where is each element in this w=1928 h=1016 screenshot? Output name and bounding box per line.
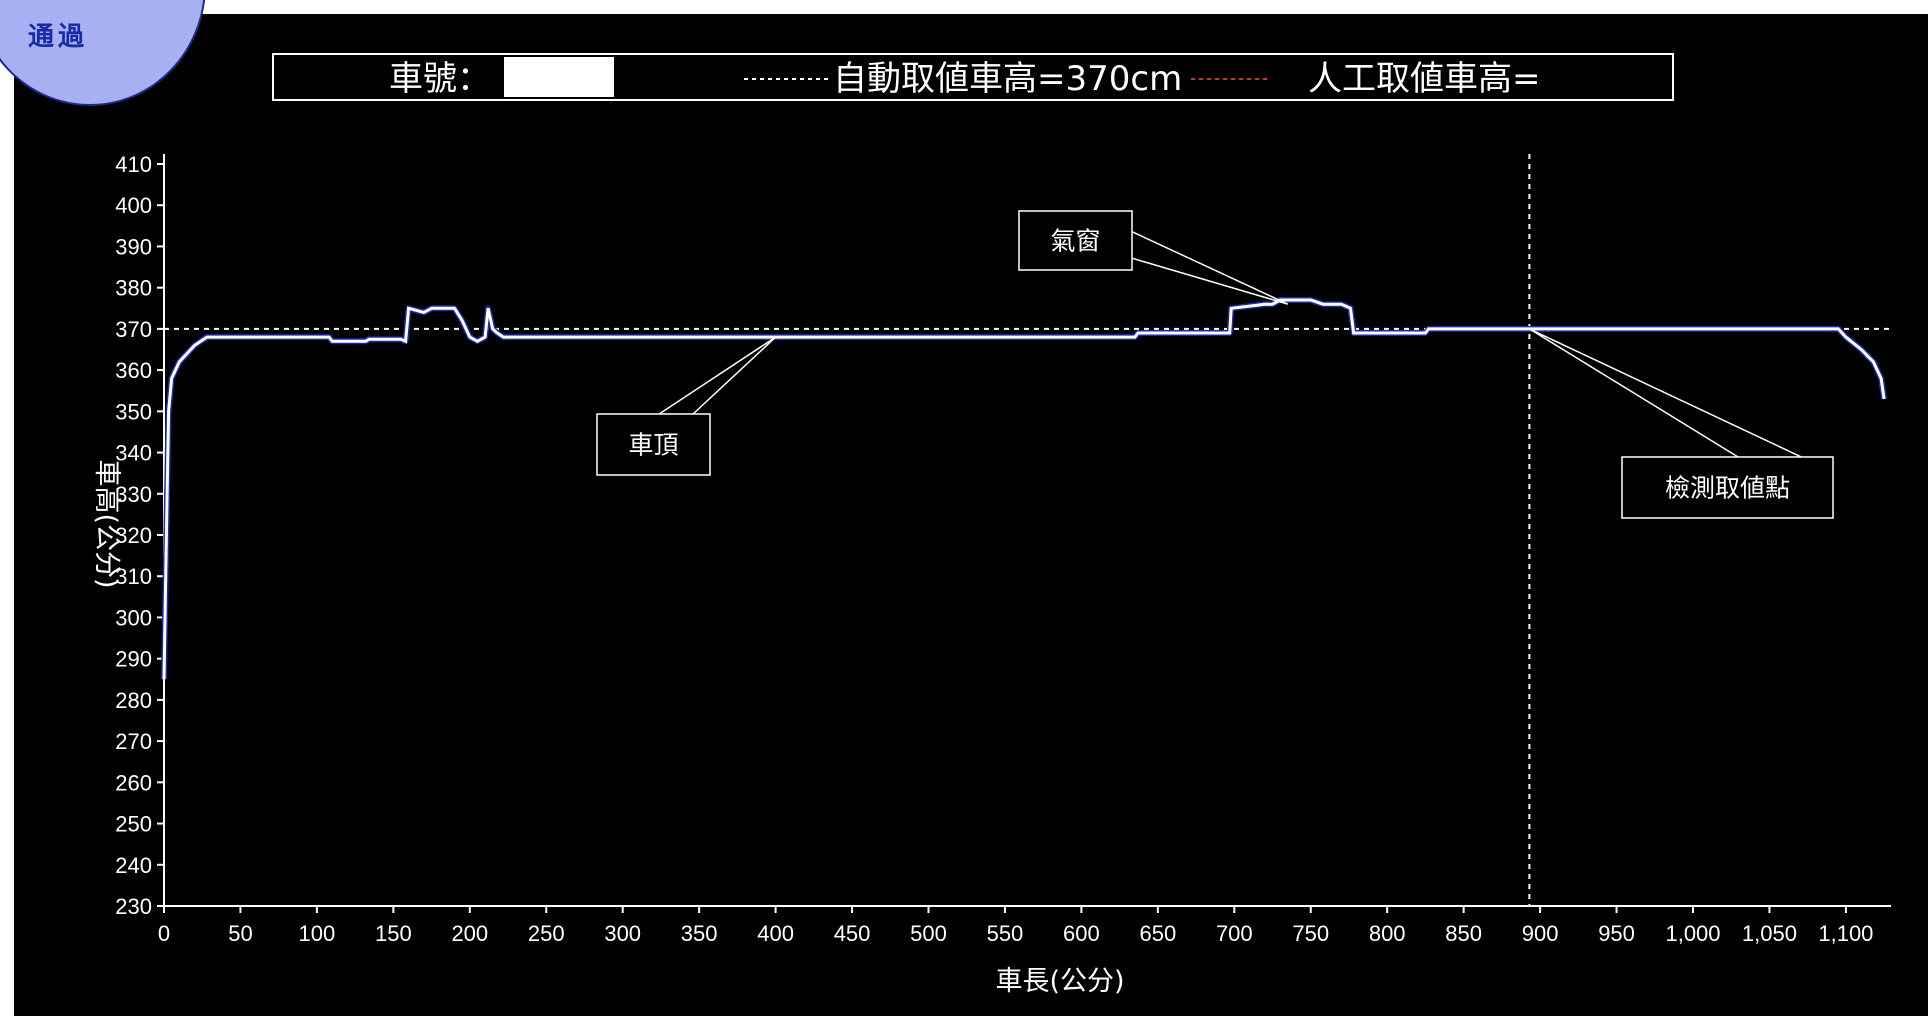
- x-tick-label-1050: 1,050: [1742, 921, 1797, 946]
- x-tick-label-1100: 1,100: [1818, 921, 1873, 946]
- x-tick-label-350: 350: [681, 921, 718, 946]
- y-tick-label-360: 360: [115, 358, 152, 383]
- y-tick-label-260: 260: [115, 770, 152, 795]
- y-tick-label-280: 280: [115, 688, 152, 713]
- status-text: 通過: [28, 22, 89, 52]
- y-tick-label-350: 350: [115, 399, 152, 424]
- y-axis-title: 車高(公分): [91, 459, 122, 588]
- y-tick-label-410: 410: [115, 152, 152, 177]
- x-tick-label-300: 300: [604, 921, 641, 946]
- y-tick-label-240: 240: [115, 853, 152, 878]
- y-tick-label-320: 320: [115, 523, 152, 548]
- manual-height-label: 人工取値車高=: [1308, 59, 1541, 99]
- callout-box-2: [1621, 456, 1834, 519]
- auto-height-label: 自動取値車高=370cm: [833, 59, 1182, 99]
- x-tick-label-50: 50: [228, 921, 252, 946]
- x-tick-label-950: 950: [1598, 921, 1635, 946]
- x-tick-label-600: 600: [1063, 921, 1100, 946]
- x-tick-label-100: 100: [299, 921, 336, 946]
- callout-box-0: [596, 413, 711, 476]
- x-tick-label-750: 750: [1292, 921, 1329, 946]
- callout-box-1: [1018, 210, 1133, 271]
- y-tick-label-290: 290: [115, 647, 152, 672]
- x-tick-label-500: 500: [910, 921, 947, 946]
- y-tick-label-370: 370: [115, 317, 152, 342]
- callout-pointer-0: [658, 336, 777, 415]
- y-tick-label-310: 310: [115, 564, 152, 589]
- y-tick-label-390: 390: [115, 234, 152, 259]
- plate-value-box: [504, 57, 614, 97]
- plate-label: 車號：: [389, 59, 491, 99]
- profile-line: [162, 298, 1886, 680]
- x-axis-title: 車長(公分): [995, 966, 1124, 997]
- x-tick-label-550: 550: [987, 921, 1024, 946]
- callout-label-0: 車頂: [628, 431, 678, 460]
- y-tick-label-400: 400: [115, 193, 152, 218]
- x-tick-label-450: 450: [834, 921, 871, 946]
- x-tick-label-1000: 1,000: [1665, 921, 1720, 946]
- legend-box: 車號： 自動取値車高=370cm 人工取値車高=: [272, 53, 1674, 101]
- y-tick-label-330: 330: [115, 482, 152, 507]
- callout-label-2: 檢測取値點: [1665, 474, 1790, 503]
- x-tick-label-700: 700: [1216, 921, 1253, 946]
- x-tick-label-900: 900: [1522, 921, 1559, 946]
- x-tick-label-850: 850: [1445, 921, 1482, 946]
- x-tick-label-400: 400: [757, 921, 794, 946]
- x-tick-label-250: 250: [528, 921, 565, 946]
- callout-label-1: 氣窗: [1050, 227, 1100, 256]
- y-tick-label-250: 250: [115, 812, 152, 837]
- chart-svg: 230 240 250 260 270 280 290 300 310 320 330 340 350 3…: [91, 53, 1891, 997]
- y-tick-label-230: 230: [115, 894, 152, 919]
- callout-pointer-1: [1131, 230, 1289, 305]
- x-tick-label-150: 150: [375, 921, 412, 946]
- x-tick-label-200: 200: [451, 921, 488, 946]
- y-tick-label-340: 340: [115, 441, 152, 466]
- y-tick-label-380: 380: [115, 276, 152, 301]
- x-tick-label-0: 0: [158, 921, 170, 946]
- x-tick-label-800: 800: [1369, 921, 1406, 946]
- y-tick-label-300: 300: [115, 605, 152, 630]
- y-tick-label-270: 270: [115, 729, 152, 754]
- x-tick-label-650: 650: [1139, 921, 1176, 946]
- callout-pointer-2: [1529, 328, 1802, 458]
